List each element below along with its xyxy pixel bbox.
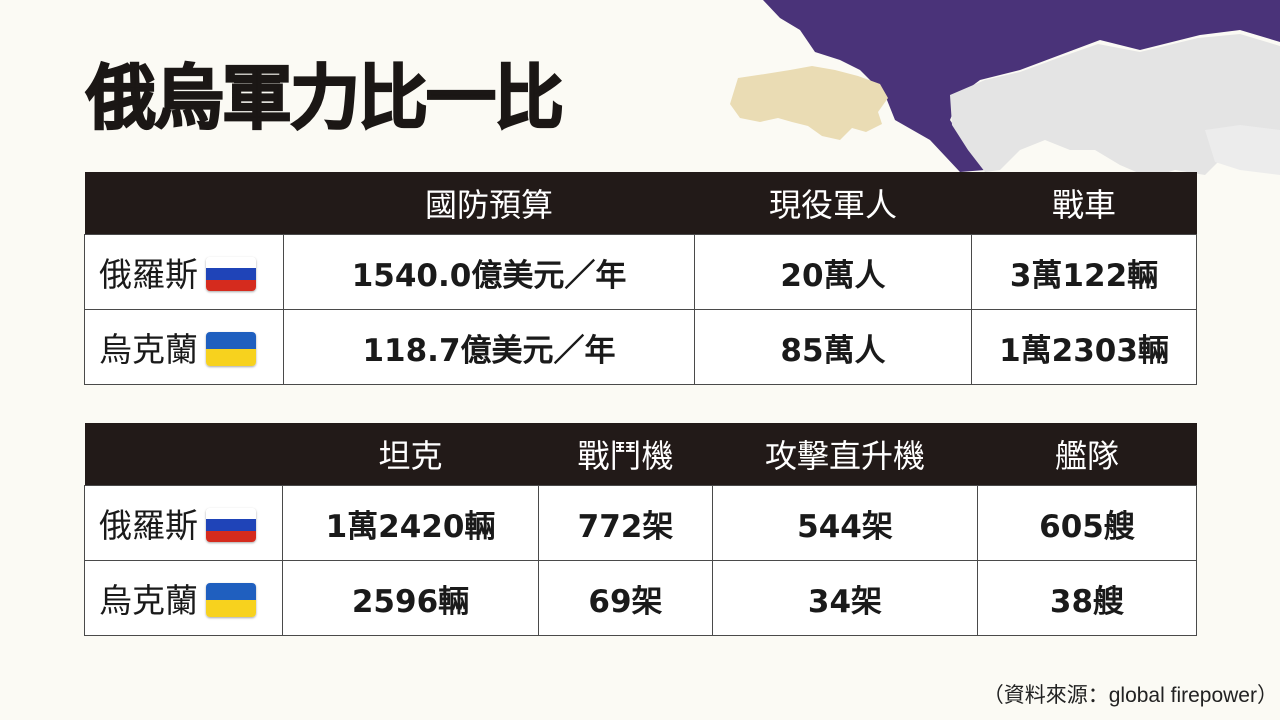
table-cell: 3萬122輛: [971, 234, 1197, 310]
column-header: 戰車: [971, 172, 1197, 235]
country-cell: 俄羅斯: [84, 485, 283, 561]
table-cell: 544架: [712, 485, 978, 561]
ukraine-flag-icon: [206, 583, 256, 617]
ukraine-map-region: [730, 66, 888, 140]
country-cell: 烏克蘭: [84, 309, 284, 385]
map-graphic: [730, 0, 1280, 178]
comparison-table-2: 坦克 戰鬥機 攻擊直升機 艦隊 俄羅斯 1萬2420輛 772架 544架 60…: [84, 423, 1197, 636]
neighbor-map-region: [950, 34, 1280, 178]
country-label: 俄羅斯: [99, 506, 198, 545]
table-row: 俄羅斯 1萬2420輛 772架 544架 605艘: [84, 485, 1197, 561]
country-cell: 俄羅斯: [84, 234, 284, 310]
table-row: 俄羅斯 1540.0億美元／年 20萬人 3萬122輛: [84, 234, 1197, 310]
table-cell: 38艘: [977, 560, 1197, 636]
russia-flag-icon: [206, 257, 256, 291]
column-header: 國防預算: [283, 172, 695, 235]
column-header: 艦隊: [977, 423, 1197, 486]
table-cell: 1萬2420輛: [282, 485, 539, 561]
table-row: 烏克蘭 2596輛 69架 34架 38艘: [84, 560, 1197, 636]
table-cell: 85萬人: [694, 309, 972, 385]
table-cell: 772架: [538, 485, 713, 561]
russia-flag-icon: [206, 508, 256, 542]
column-header: 現役軍人: [694, 172, 972, 235]
table-cell: 1萬2303輛: [971, 309, 1197, 385]
country-label: 烏克蘭: [99, 581, 198, 620]
table-cell: 34架: [712, 560, 978, 636]
column-header: 戰鬥機: [538, 423, 713, 486]
ukraine-flag-icon: [206, 332, 256, 366]
table-header-row: 坦克 戰鬥機 攻擊直升機 艦隊: [84, 423, 1197, 486]
country-label: 俄羅斯: [99, 255, 198, 294]
page-title: 俄烏軍力比一比: [85, 56, 565, 140]
table-header-row: 國防預算 現役軍人 戰車: [84, 172, 1197, 235]
column-header: [84, 172, 284, 235]
table-cell: 118.7億美元／年: [283, 309, 695, 385]
country-cell: 烏克蘭: [84, 560, 283, 636]
comparison-table-1: 國防預算 現役軍人 戰車 俄羅斯 1540.0億美元／年 20萬人 3萬122輛…: [84, 172, 1197, 385]
source-note: （資料來源：global firepower）: [982, 684, 1278, 707]
country-label: 烏克蘭: [99, 330, 198, 369]
table-row: 烏克蘭 118.7億美元／年 85萬人 1萬2303輛: [84, 309, 1197, 385]
table-cell: 605艘: [977, 485, 1197, 561]
table-cell: 1540.0億美元／年: [283, 234, 695, 310]
column-header: [84, 423, 283, 486]
neighbor-map-region: [1205, 125, 1280, 175]
column-header: 坦克: [282, 423, 539, 486]
table-cell: 69架: [538, 560, 713, 636]
table-cell: 20萬人: [694, 234, 972, 310]
table-cell: 2596輛: [282, 560, 539, 636]
column-header: 攻擊直升機: [712, 423, 978, 486]
russia-map-region: [763, 0, 1280, 172]
